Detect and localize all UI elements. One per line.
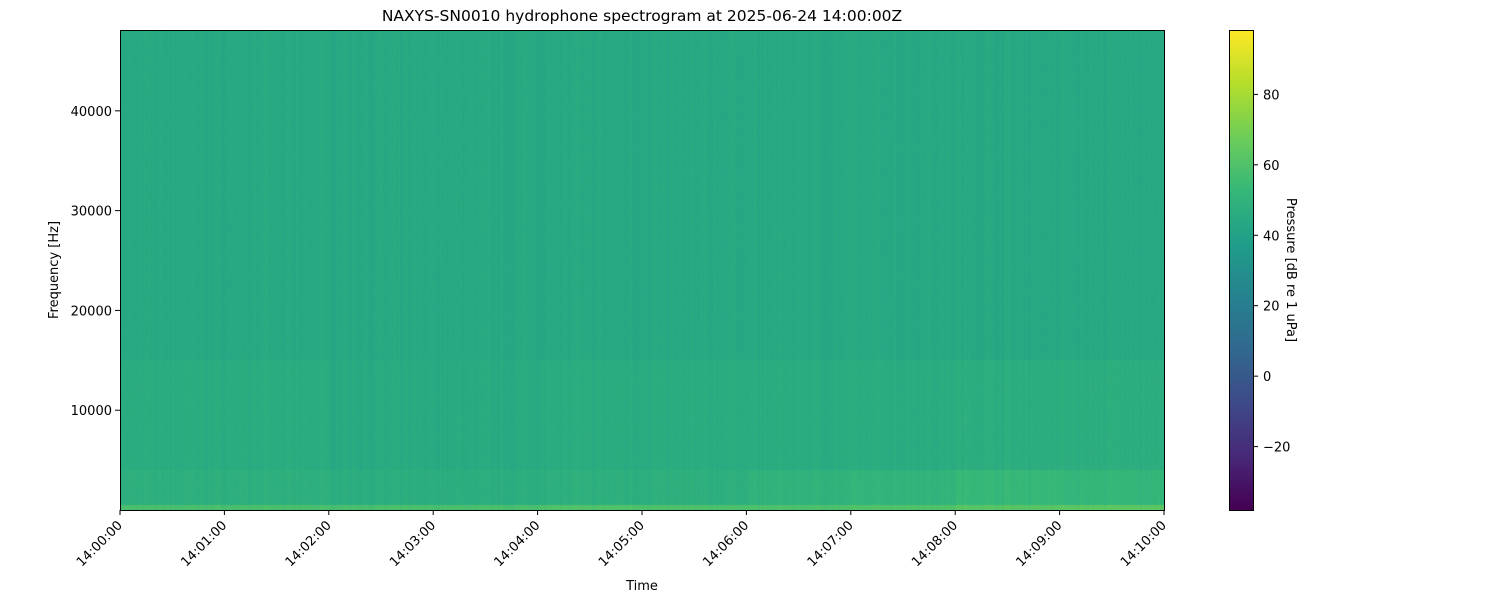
colorbar-tick-label: 0 [1263, 370, 1271, 385]
x-axis-label: Time [625, 579, 658, 594]
colorbar-gradient [1229, 31, 1253, 510]
colorbar-tick-label: 60 [1263, 159, 1280, 174]
x-tick-label: 14:08:00 [909, 518, 961, 570]
x-tick-label: 14:06:00 [700, 518, 752, 570]
y-tick-label: 10000 [71, 404, 112, 419]
colorbar-tick-label: 40 [1263, 229, 1280, 244]
colorbar-frame [1229, 30, 1254, 511]
x-tick-label: 14:04:00 [492, 518, 544, 570]
colorbar-tick-label: −20 [1263, 441, 1290, 456]
colorbar-tick-label: 80 [1263, 88, 1280, 103]
plot-frame [120, 30, 1165, 511]
y-tick-label: 40000 [71, 105, 112, 120]
spectrogram-image [120, 31, 1164, 510]
x-tick-label: 14:05:00 [596, 518, 648, 570]
x-tick-label: 14:02:00 [283, 518, 335, 570]
y-axis-label: Frequency [Hz] [47, 221, 62, 319]
y-tick-label: 30000 [71, 205, 112, 220]
x-tick-label: 14:10:00 [1118, 518, 1170, 570]
x-tick-label: 14:07:00 [805, 518, 857, 570]
chart-title: NAXYS-SN0010 hydrophone spectrogram at 2… [382, 7, 902, 25]
x-tick-label: 14:00:00 [74, 518, 126, 570]
x-tick-label: 14:01:00 [178, 518, 230, 570]
x-tick-label: 14:03:00 [387, 518, 439, 570]
y-tick-label: 20000 [71, 304, 112, 319]
colorbar-label: Pressure [dB re 1 uPa] [1283, 198, 1298, 342]
x-tick-label: 14:09:00 [1014, 518, 1066, 570]
colorbar-tick-label: 20 [1263, 300, 1280, 315]
